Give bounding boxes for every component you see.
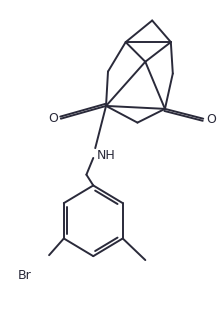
- Text: O: O: [48, 112, 58, 125]
- Text: Br: Br: [18, 269, 31, 282]
- Text: NH: NH: [97, 149, 116, 162]
- Text: O: O: [206, 113, 216, 126]
